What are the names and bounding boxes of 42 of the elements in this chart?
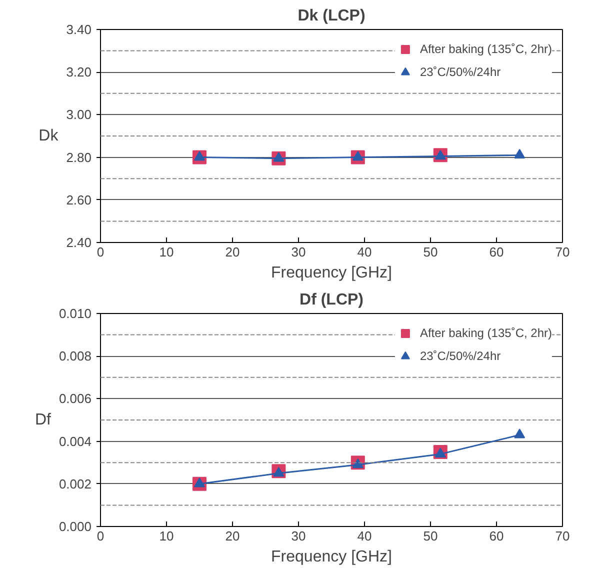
x-tick-label: 30 xyxy=(291,528,306,544)
x-tick-label: 40 xyxy=(357,528,372,544)
point xyxy=(352,458,364,468)
chart-title: Dk (LCP) xyxy=(298,8,366,24)
x-tick-label: 60 xyxy=(489,244,504,260)
y-tick-label: 0.004 xyxy=(58,434,92,449)
legend-label: After baking (135˚C, 2hr) xyxy=(420,42,552,56)
x-tick-label: 10 xyxy=(159,528,174,544)
x-tick-label: 0 xyxy=(96,244,104,260)
x-tick-label: 20 xyxy=(225,244,240,260)
legend-label: 23˚C/50%/24hr xyxy=(420,65,501,79)
point xyxy=(434,448,446,458)
y-tick-label: 0.008 xyxy=(58,348,92,364)
point xyxy=(514,428,526,438)
x-tick-label: 40 xyxy=(357,244,372,260)
x-tick-label: 30 xyxy=(291,244,306,260)
x-tick-label: 70 xyxy=(555,528,570,544)
x-tick-label: 60 xyxy=(489,528,504,544)
x-axis-title: Frequency [GHz] xyxy=(271,264,392,282)
y-tick-label: 0.000 xyxy=(58,519,92,534)
legend-label: 23˚C/50%/24hr xyxy=(420,349,501,363)
x-tick-label: 50 xyxy=(423,528,438,544)
y-tick-label: 0.006 xyxy=(58,391,92,406)
y-tick-label: 0.010 xyxy=(58,306,92,321)
y-tick-label: 2.80 xyxy=(66,150,92,165)
y-axis-title: Df xyxy=(34,412,52,428)
y-tick-label: 2.60 xyxy=(66,192,92,208)
y-tick-label: 3.20 xyxy=(66,64,92,80)
x-tick-label: 70 xyxy=(555,244,570,260)
x-tick-label: 10 xyxy=(159,244,174,260)
x-axis-title: Frequency [GHz] xyxy=(271,548,392,566)
point xyxy=(273,466,284,477)
legend-label: After baking (135˚C, 2hr) xyxy=(420,326,552,340)
x-tick-label: 0 xyxy=(96,528,104,544)
y-tick-label: 0.002 xyxy=(58,476,92,492)
chart-title: Df (LCP) xyxy=(300,292,364,308)
y-axis-title: Dk xyxy=(38,128,60,144)
y-tick-label: 2.40 xyxy=(66,235,92,250)
y-tick-label: 3.40 xyxy=(66,22,92,37)
y-tick-label: 3.00 xyxy=(66,107,92,122)
x-tick-label: 20 xyxy=(225,528,240,544)
x-tick-label: 50 xyxy=(423,244,438,260)
